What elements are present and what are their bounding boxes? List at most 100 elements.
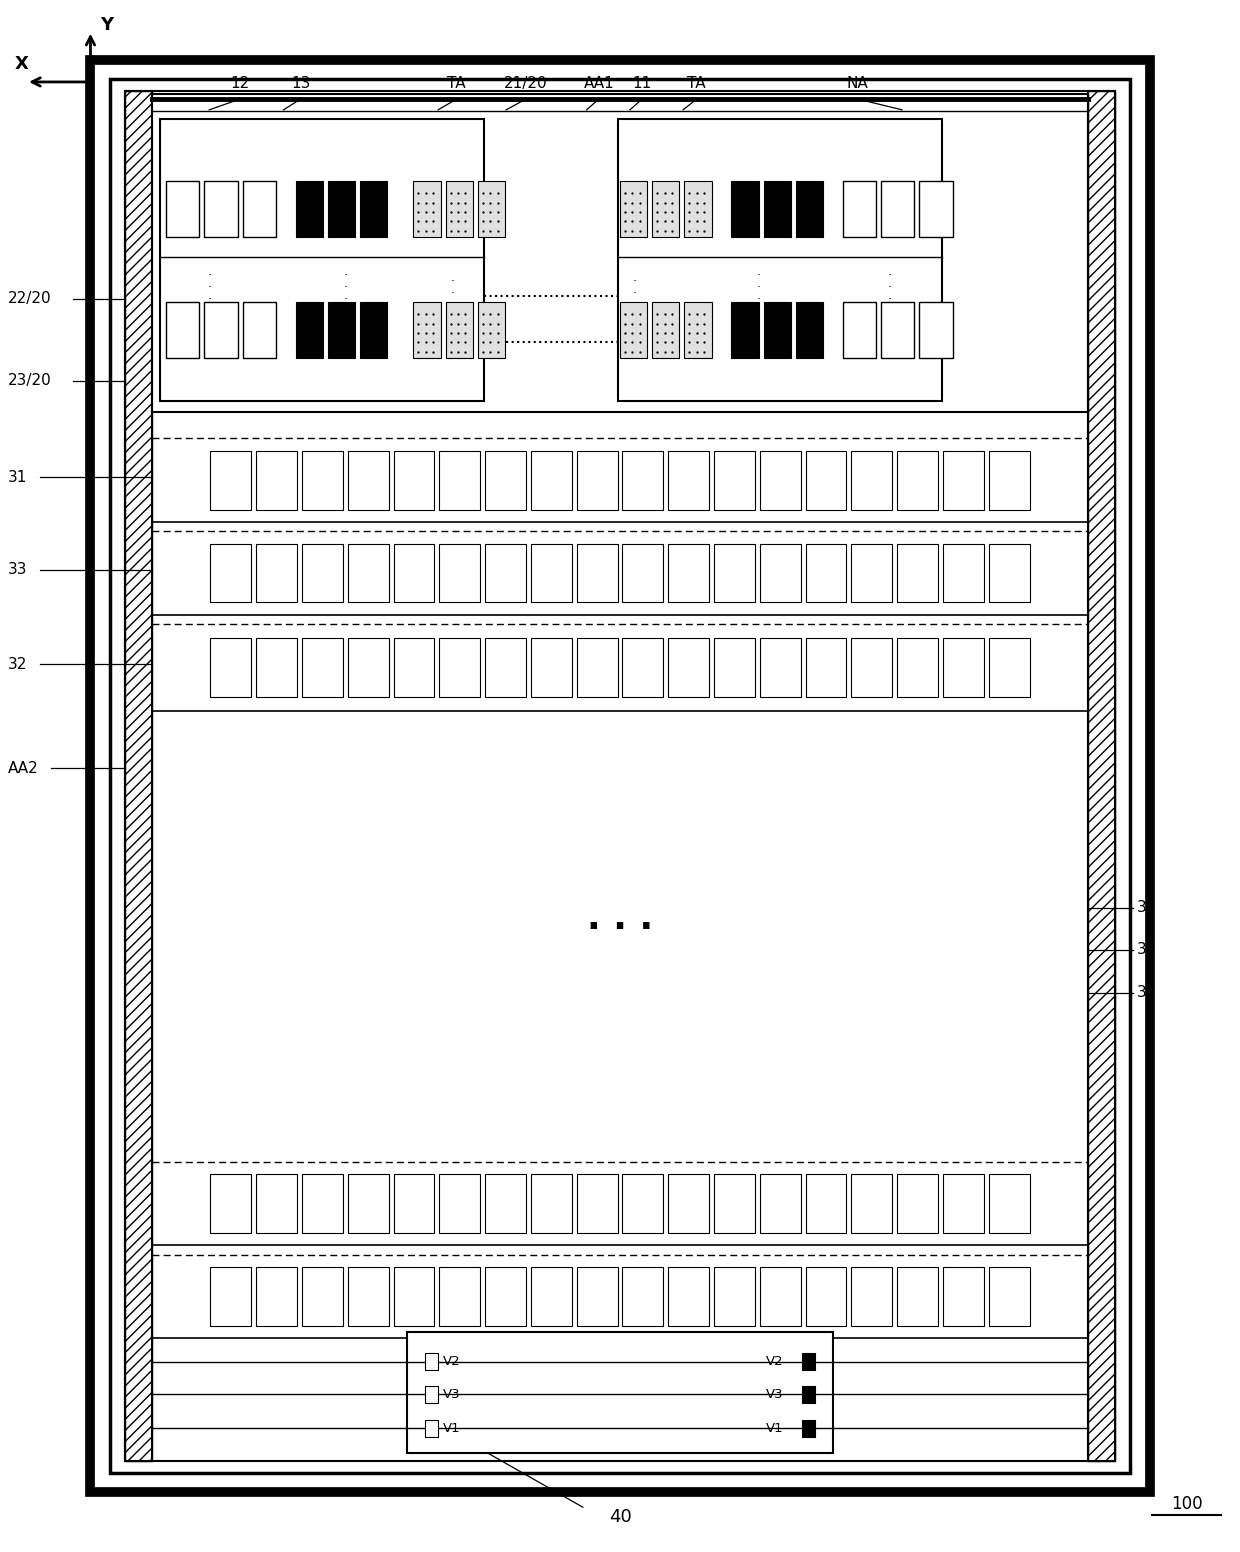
Bar bbox=[806, 450, 847, 509]
Text: V3: V3 bbox=[443, 1387, 461, 1400]
Bar bbox=[439, 450, 480, 509]
Bar bbox=[620, 182, 647, 237]
Text: 23/20: 23/20 bbox=[7, 374, 51, 388]
Bar bbox=[303, 638, 343, 697]
Text: 100: 100 bbox=[1171, 1495, 1203, 1513]
Bar bbox=[166, 182, 200, 237]
Bar bbox=[257, 1175, 298, 1232]
Bar bbox=[577, 450, 618, 509]
Bar bbox=[882, 182, 914, 237]
Bar bbox=[764, 303, 791, 357]
Text: 21/20: 21/20 bbox=[505, 76, 548, 92]
Bar bbox=[652, 182, 680, 237]
Bar bbox=[843, 182, 877, 237]
Bar bbox=[303, 1175, 343, 1232]
Text: ·
·
·: · · · bbox=[207, 270, 211, 306]
Bar bbox=[919, 303, 952, 357]
Bar bbox=[257, 543, 298, 602]
Bar bbox=[802, 1420, 816, 1437]
Bar bbox=[1087, 92, 1115, 1460]
Bar bbox=[211, 638, 252, 697]
Text: Y: Y bbox=[100, 16, 114, 34]
Bar bbox=[843, 303, 877, 357]
Bar bbox=[988, 1175, 1029, 1232]
Bar bbox=[257, 450, 298, 509]
Text: X: X bbox=[14, 54, 29, 73]
Text: V3: V3 bbox=[765, 1387, 784, 1400]
Bar bbox=[988, 638, 1029, 697]
Bar bbox=[211, 450, 252, 509]
Bar bbox=[531, 1266, 572, 1325]
Bar bbox=[160, 120, 484, 400]
Bar bbox=[424, 1353, 438, 1370]
Text: ·
·
·: · · · bbox=[756, 270, 760, 306]
Bar bbox=[714, 638, 755, 697]
Bar bbox=[531, 543, 572, 602]
Text: 13: 13 bbox=[291, 76, 310, 92]
Bar bbox=[329, 182, 355, 237]
Bar bbox=[732, 303, 759, 357]
Bar bbox=[668, 1266, 709, 1325]
Bar bbox=[988, 450, 1029, 509]
Bar bbox=[393, 1175, 434, 1232]
Text: NA: NA bbox=[847, 76, 868, 92]
Bar bbox=[303, 450, 343, 509]
Bar bbox=[205, 182, 238, 237]
Bar bbox=[897, 450, 937, 509]
Text: AA2: AA2 bbox=[7, 760, 38, 776]
Bar bbox=[652, 303, 680, 357]
Bar bbox=[485, 638, 526, 697]
Bar bbox=[684, 303, 712, 357]
Text: ·
·: · · bbox=[451, 276, 455, 301]
Bar bbox=[413, 303, 440, 357]
Bar bbox=[125, 92, 153, 1460]
Bar bbox=[882, 303, 914, 357]
Bar bbox=[360, 182, 387, 237]
Bar bbox=[531, 450, 572, 509]
Bar bbox=[618, 120, 941, 400]
Text: AA1: AA1 bbox=[584, 76, 614, 92]
Text: 11: 11 bbox=[632, 76, 652, 92]
Bar bbox=[211, 543, 252, 602]
Bar bbox=[732, 182, 759, 237]
Bar bbox=[110, 79, 1130, 1473]
Bar bbox=[347, 543, 388, 602]
Bar bbox=[577, 543, 618, 602]
Bar bbox=[668, 543, 709, 602]
Bar bbox=[577, 638, 618, 697]
Bar bbox=[393, 450, 434, 509]
Text: 33: 33 bbox=[1137, 942, 1157, 958]
Text: 12: 12 bbox=[231, 76, 249, 92]
Text: ·
·: · · bbox=[632, 276, 637, 301]
Bar bbox=[211, 1175, 252, 1232]
Bar bbox=[622, 450, 663, 509]
Bar bbox=[620, 303, 647, 357]
Bar bbox=[329, 303, 355, 357]
Bar bbox=[852, 638, 893, 697]
Bar bbox=[477, 303, 505, 357]
Text: V2: V2 bbox=[443, 1355, 461, 1369]
Bar bbox=[243, 182, 277, 237]
Bar bbox=[942, 1266, 983, 1325]
Bar bbox=[897, 1266, 937, 1325]
Bar bbox=[764, 182, 791, 237]
Bar bbox=[988, 543, 1029, 602]
Text: 31: 31 bbox=[7, 470, 27, 484]
Bar bbox=[852, 543, 893, 602]
Text: V2: V2 bbox=[765, 1355, 784, 1369]
Bar bbox=[445, 182, 472, 237]
Text: . . .: . . . bbox=[587, 902, 653, 936]
Bar bbox=[988, 1266, 1029, 1325]
Bar bbox=[477, 182, 505, 237]
Bar bbox=[347, 638, 388, 697]
Bar bbox=[1087, 92, 1115, 1460]
Bar bbox=[802, 1386, 816, 1403]
Bar bbox=[303, 543, 343, 602]
Bar bbox=[942, 450, 983, 509]
Bar bbox=[243, 303, 277, 357]
Text: 32: 32 bbox=[1137, 986, 1157, 1001]
Bar bbox=[531, 1175, 572, 1232]
Bar bbox=[439, 1266, 480, 1325]
Text: 22/20: 22/20 bbox=[7, 292, 51, 306]
Bar bbox=[714, 1266, 755, 1325]
